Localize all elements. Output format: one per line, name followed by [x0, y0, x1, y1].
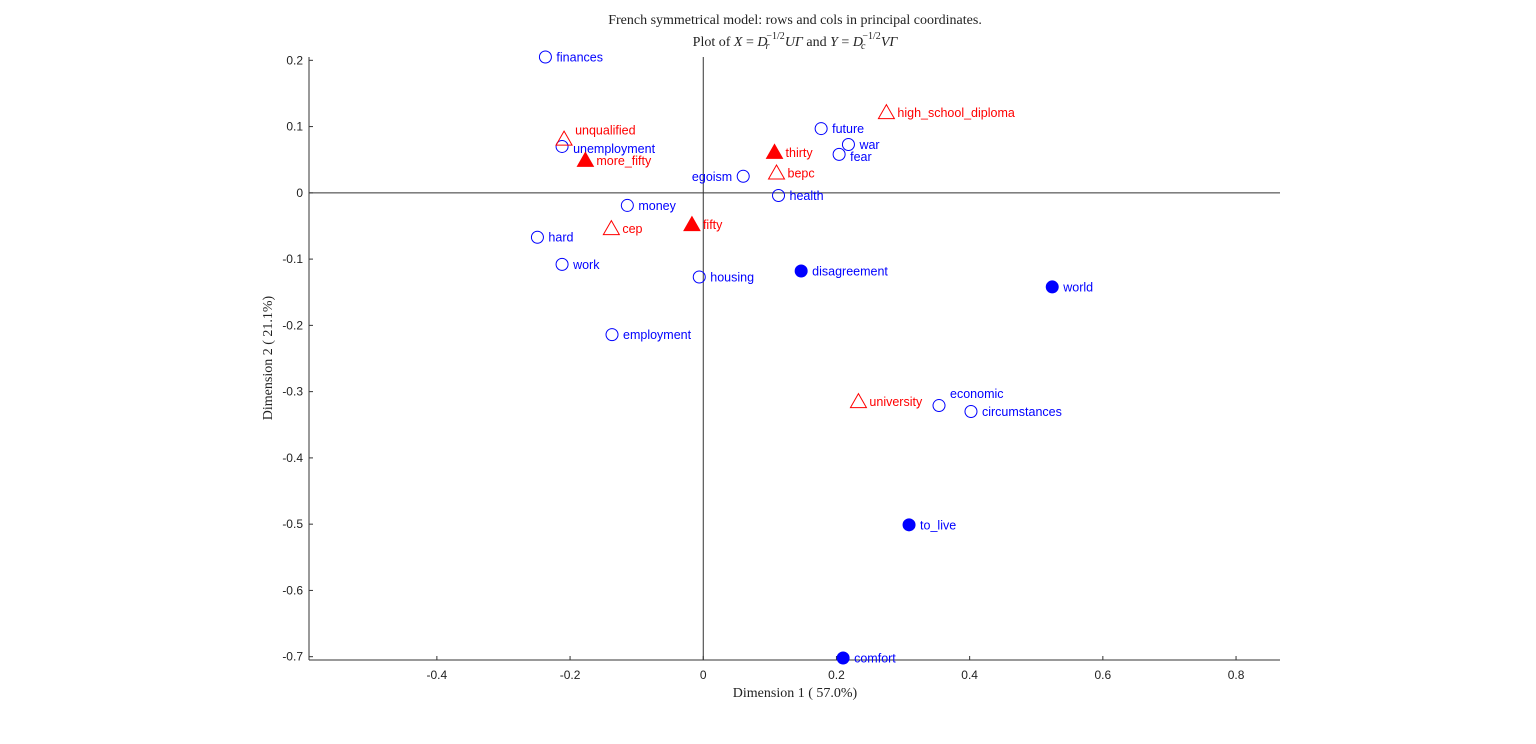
- y-tick-label: -0.6: [282, 583, 303, 597]
- point-label-circumstances: circumstances: [982, 405, 1062, 419]
- point-university: [849, 392, 868, 409]
- x-axis-label: Dimension 1 ( 57.0%): [733, 686, 858, 701]
- point-fifty: [683, 215, 701, 232]
- point-label-unqualified: unqualified: [575, 124, 636, 138]
- y-tick-label: 0.2: [286, 53, 303, 67]
- point-fear: [832, 147, 846, 161]
- point-label-comfort: comfort: [854, 652, 896, 666]
- point-label-university: university: [869, 395, 923, 409]
- y-tick-label: 0.1: [286, 120, 303, 134]
- point-hard: [530, 230, 544, 244]
- chart-subtitle: Plot of X = Dr−1/2UΓ and Y = Dc−1/2VΓ: [693, 31, 899, 52]
- point-more_fifty: [576, 151, 595, 167]
- chart-title: French symmetrical model: rows and cols …: [608, 13, 982, 28]
- y-axis-label: Dimension 2 ( 21.1%): [261, 295, 276, 420]
- y-tick-label: 0: [296, 186, 303, 200]
- point-label-thirty: thirty: [786, 146, 814, 160]
- point-label-high_school_diploma: high_school_diploma: [897, 106, 1014, 120]
- point-label-bepc: bepc: [788, 166, 815, 180]
- point-label-future: future: [832, 122, 864, 136]
- point-label-work: work: [572, 258, 600, 272]
- point-future: [814, 122, 828, 136]
- point-label-hard: hard: [548, 231, 573, 245]
- point-label-economic: economic: [950, 387, 1004, 401]
- point-label-egoism: egoism: [692, 170, 732, 184]
- point-egoism: [736, 169, 750, 183]
- y-tick-label: -0.3: [282, 385, 303, 399]
- point-high_school_diploma: [877, 103, 896, 120]
- point-label-fifty: fifty: [703, 218, 723, 232]
- point-war: [841, 137, 855, 151]
- point-unqualified: [555, 130, 573, 146]
- point-bepc: [767, 163, 786, 180]
- point-disagreement: [794, 264, 808, 278]
- point-label-employment: employment: [623, 328, 692, 342]
- point-label-cep: cep: [622, 222, 642, 236]
- y-tick-label: -0.5: [282, 517, 303, 531]
- point-comfort: [836, 651, 850, 665]
- point-thirty: [765, 143, 784, 159]
- point-finances: [538, 50, 552, 64]
- point-label-to_live: to_live: [920, 518, 956, 532]
- x-tick-label: -0.2: [560, 668, 581, 682]
- y-tick-label: -0.7: [282, 650, 303, 664]
- point-label-health: health: [790, 189, 824, 203]
- point-money: [620, 198, 634, 212]
- point-health: [772, 188, 786, 202]
- x-tick-label: 0.6: [1095, 668, 1112, 682]
- point-work: [555, 257, 569, 271]
- point-label-disagreement: disagreement: [812, 265, 888, 279]
- point-label-finances: finances: [556, 51, 603, 65]
- point-unemployment: [555, 139, 569, 153]
- point-label-unemployment: unemployment: [573, 142, 656, 156]
- point-label-world: world: [1062, 280, 1093, 294]
- y-tick-label: -0.2: [282, 318, 303, 332]
- point-label-money: money: [638, 199, 676, 213]
- point-economic: [932, 399, 946, 413]
- y-tick-label: -0.1: [282, 252, 303, 266]
- point-employment: [605, 328, 619, 342]
- x-tick-label: 0.8: [1228, 668, 1245, 682]
- x-tick-label: 0.4: [961, 668, 978, 682]
- point-to_live: [902, 518, 916, 532]
- point-label-fear: fear: [850, 150, 872, 164]
- axes: -0.4 -0.2 0 0.2 0.4 0.6 0.8 0.2 0.1 0 -0.1 -0.2 -0.3…: [282, 53, 1280, 682]
- y-tick-label: -0.4: [282, 451, 303, 465]
- point-cep: [602, 219, 621, 236]
- x-tick-label: 0.2: [828, 668, 845, 682]
- point-label-housing: housing: [710, 270, 754, 284]
- x-tick-label: -0.4: [427, 668, 448, 682]
- x-tick-label: 0: [700, 668, 707, 682]
- point-label-war: war: [858, 138, 879, 152]
- point-world: [1045, 280, 1059, 294]
- point-housing: [692, 270, 706, 284]
- point-circumstances: [964, 405, 978, 419]
- point-label-more_fifty: more_fifty: [596, 154, 652, 168]
